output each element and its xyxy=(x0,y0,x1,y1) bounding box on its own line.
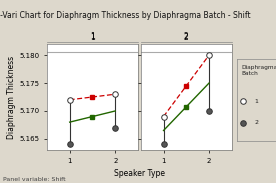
Text: Speaker Type: Speaker Type xyxy=(114,169,165,178)
Text: 2: 2 xyxy=(184,32,189,41)
Text: 1: 1 xyxy=(90,33,95,42)
Text: 2: 2 xyxy=(255,120,259,125)
Text: 1: 1 xyxy=(90,32,95,41)
Y-axis label: Diaphragm Thickness: Diaphragm Thickness xyxy=(7,55,16,139)
Text: 2: 2 xyxy=(184,33,189,42)
Text: Diaphragma
Batch: Diaphragma Batch xyxy=(241,65,276,76)
Text: Multi-Vari Chart for Diaphragm Thickness by Diaphragma Batch - Shift: Multi-Vari Chart for Diaphragm Thickness… xyxy=(0,11,251,20)
Text: Panel variable: Shift: Panel variable: Shift xyxy=(3,177,65,182)
Text: 1: 1 xyxy=(255,99,259,104)
